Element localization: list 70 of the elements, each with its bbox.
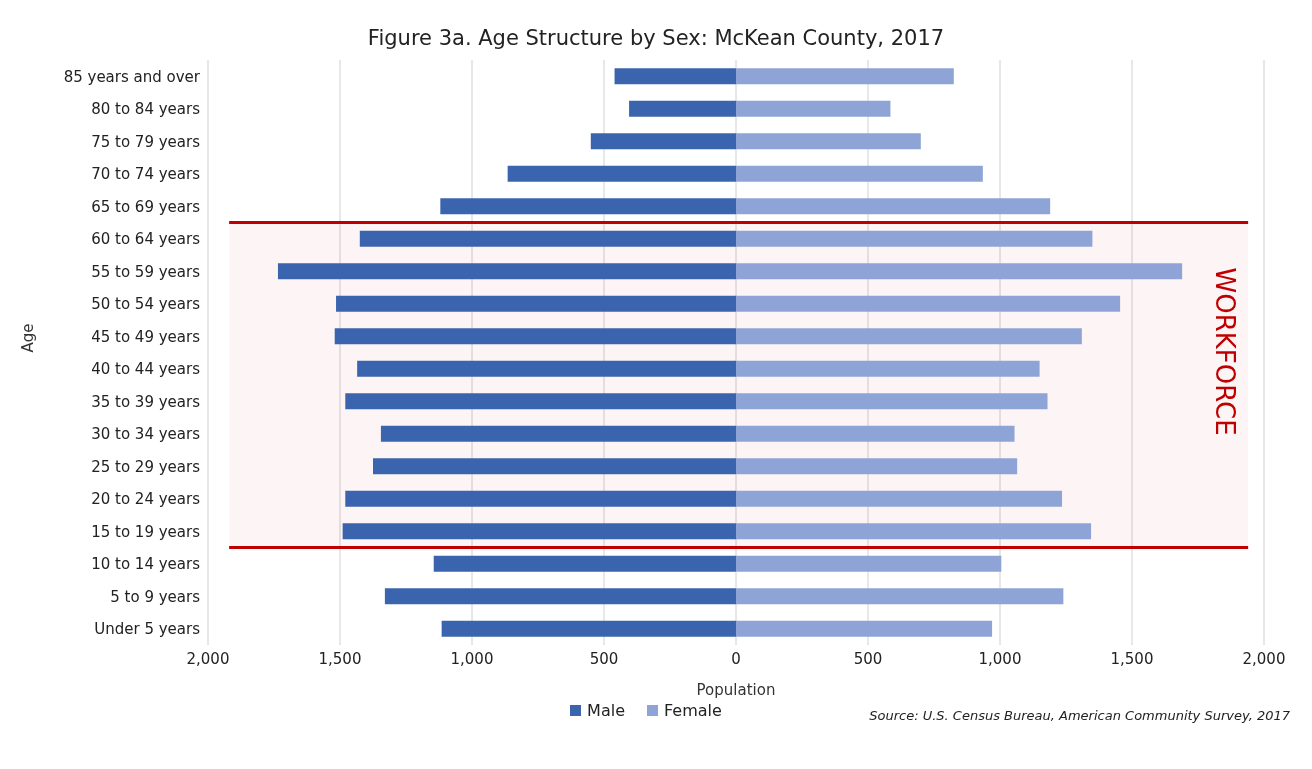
x-tick-label: 2,000 [1242,649,1286,668]
x-tick-label: 1,000 [978,649,1022,668]
x-axis-title: Population [696,681,776,699]
y-tick-label: 25 to 29 years [91,457,201,476]
y-tick-label: 30 to 34 years [91,425,201,444]
y-tick-label: 70 to 74 years [91,165,201,184]
bar [433,555,736,572]
x-tick-label: 500 [589,649,619,668]
bar [345,393,736,410]
y-tick-label: 40 to 44 years [91,360,201,379]
bar [736,360,1040,377]
bar [736,133,921,150]
bar [334,328,736,345]
bar [736,230,1093,247]
y-tick-label: 65 to 69 years [91,197,201,216]
y-tick-label: 60 to 64 years [91,230,201,249]
bar [736,198,1051,215]
y-axis-title: Age [19,323,38,353]
band-label: WORKFORCE [1210,267,1241,436]
bar [736,68,954,85]
y-tick-label: 20 to 24 years [91,490,201,509]
bar [336,295,736,312]
bar [507,165,736,182]
y-tick-label: 50 to 54 years [91,295,201,314]
y-tick-label: 80 to 84 years [91,100,201,119]
y-tick-label: Under 5 years [94,620,201,639]
bar [440,198,736,215]
bar [736,328,1082,345]
source-note: Source: U.S. Census Bureau, American Community Survey, 2017 [869,708,1290,723]
x-tick-label: 0 [731,649,741,668]
bar [590,133,736,150]
bar [342,523,736,540]
bar [736,620,993,637]
x-tick-label: 1,500 [318,649,362,668]
bar [736,393,1048,410]
y-tick-label: 35 to 39 years [91,392,201,411]
bar [736,523,1092,540]
bar [357,360,736,377]
y-tick-label: 15 to 19 years [91,522,201,541]
y-tick-label: 55 to 59 years [91,262,201,281]
x-tick-label: 500 [853,649,883,668]
x-tick-label: 1,500 [1110,649,1154,668]
x-tick-label: 1,000 [450,649,494,668]
bar [736,490,1063,507]
y-tick-label: 10 to 14 years [91,555,201,574]
bar [373,458,736,475]
bar [277,263,736,280]
bar [736,458,1018,475]
y-tick-label: 45 to 49 years [91,327,201,346]
bar [736,100,891,117]
bar [736,263,1183,280]
y-tick-label: 75 to 79 years [91,132,201,151]
bar [736,588,1064,605]
bar [441,620,736,637]
legend-label: Male [586,701,626,720]
bar [736,555,1002,572]
bar [359,230,736,247]
bar [345,490,736,507]
legend-label: Female [663,701,722,720]
bar [736,425,1015,442]
bar [736,165,983,182]
chart-title: Figure 3a. Age Structure by Sex: McKean County, 2017 [366,25,946,50]
y-tick-label: 85 years and over [63,67,201,86]
bar [384,588,736,605]
bar [380,425,736,442]
bar [629,100,736,117]
y-tick-label: 5 to 9 years [110,587,201,606]
bar [736,295,1121,312]
bar [614,68,736,85]
x-tick-label: 2,000 [186,649,230,668]
